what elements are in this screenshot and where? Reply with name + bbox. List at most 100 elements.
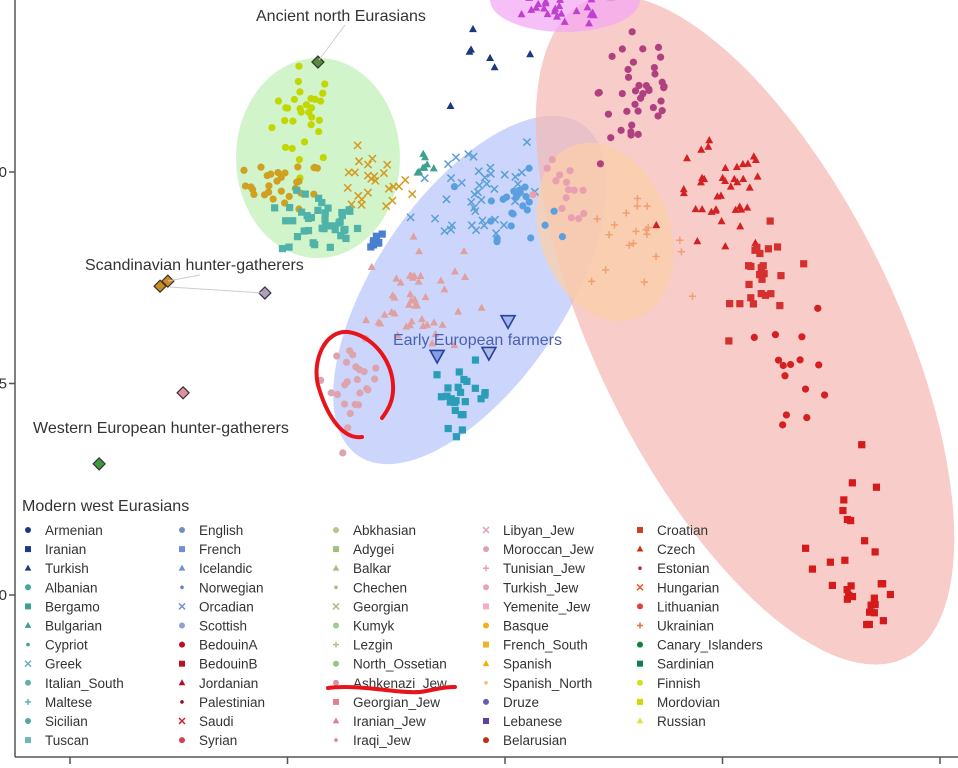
data-point — [333, 390, 341, 399]
data-point — [290, 95, 298, 104]
legend-item: Norwegian — [180, 580, 264, 595]
data-point — [848, 479, 856, 487]
data-point — [777, 272, 785, 280]
data-point — [771, 331, 780, 339]
data-point — [693, 237, 702, 245]
leader-line — [318, 24, 346, 61]
legend-item: Jordanian — [178, 676, 258, 691]
legend-label: Jordanian — [199, 676, 258, 691]
data-point — [756, 249, 764, 258]
data-point — [470, 190, 479, 199]
legend-item: Orcadian — [178, 599, 254, 614]
legend-marker — [24, 660, 32, 668]
data-point — [587, 0, 596, 3]
data-point — [631, 100, 639, 108]
legend-marker — [26, 642, 30, 647]
data-point — [487, 217, 495, 225]
data-point — [362, 315, 371, 324]
data-point — [543, 164, 551, 172]
legend-label: Russian — [657, 714, 706, 729]
legend-marker — [483, 622, 489, 629]
data-point — [679, 188, 688, 197]
data-point — [697, 145, 706, 153]
data-point — [617, 126, 625, 134]
data-point — [738, 159, 747, 168]
legend-item: Canary_Islanders — [637, 638, 763, 653]
legend-marker — [483, 698, 489, 705]
data-point — [410, 295, 419, 303]
legend-item: Greek — [24, 657, 82, 672]
data-point — [633, 202, 641, 210]
data-point — [527, 234, 535, 242]
legend-marker — [483, 737, 489, 744]
data-point — [307, 121, 315, 129]
data-point — [378, 230, 386, 238]
legend-label: French_South — [503, 638, 588, 653]
data-point — [293, 186, 301, 194]
data-point — [608, 52, 616, 60]
data-point — [343, 183, 352, 192]
data-point — [499, 195, 507, 203]
data-point — [300, 227, 308, 235]
data-point — [408, 189, 417, 199]
data-point — [776, 301, 784, 310]
legend-marker — [636, 545, 644, 552]
data-point — [298, 208, 306, 216]
data-point — [406, 271, 414, 279]
legend-marker — [25, 527, 31, 533]
data-point — [588, 8, 597, 16]
data-point — [622, 209, 630, 217]
ancient-sample-marker — [311, 55, 325, 69]
legend-marker — [179, 546, 185, 553]
data-point — [516, 188, 524, 197]
data-point — [624, 73, 633, 81]
data-point — [580, 209, 588, 218]
data-point — [288, 144, 296, 153]
data-point — [644, 223, 652, 232]
data-point — [721, 176, 730, 185]
data-point — [452, 433, 461, 441]
data-point — [349, 351, 357, 359]
data-point — [739, 174, 748, 183]
legend-item: Spanish_North — [484, 676, 592, 691]
data-point — [450, 267, 459, 275]
data-point — [522, 193, 530, 201]
region-ellipse — [236, 58, 400, 258]
data-point — [725, 337, 733, 345]
legend-label: Cypriot — [45, 638, 88, 653]
data-point — [871, 548, 879, 556]
data-point — [760, 270, 768, 278]
legend-marker — [25, 679, 31, 686]
data-point — [390, 293, 399, 301]
legend-item: Italian_South — [25, 676, 124, 691]
data-point — [490, 63, 499, 71]
data-point — [747, 294, 755, 302]
data-point — [529, 191, 537, 199]
legend-item: Basque — [483, 619, 549, 634]
data-point — [363, 385, 371, 393]
legend-marker — [180, 585, 184, 590]
ancient-sample-marker — [161, 274, 175, 288]
legend-label: Ukrainian — [657, 619, 714, 634]
data-point — [430, 318, 438, 326]
annotation-western-european-hunter-gatherers: Western European hunter-gatherers — [33, 420, 289, 437]
data-point — [382, 202, 391, 211]
leader-line — [167, 274, 201, 282]
data-point — [743, 159, 752, 167]
legend-marker — [483, 718, 489, 724]
data-point — [486, 163, 495, 172]
legend-label: Albanian — [45, 580, 98, 595]
data-point — [786, 360, 795, 369]
legend-label: Kumyk — [353, 619, 395, 634]
legend-item: Turkish_Jew — [483, 580, 579, 595]
data-point — [433, 371, 441, 379]
legend-marker — [637, 603, 643, 610]
data-point — [796, 356, 804, 364]
legend-item: Kumyk — [333, 619, 395, 634]
hand-drawn-markup — [314, 329, 457, 695]
data-point — [803, 413, 811, 422]
data-point — [327, 389, 335, 397]
data-point — [443, 159, 453, 169]
data-point — [442, 195, 451, 204]
points-layer — [240, 0, 894, 629]
